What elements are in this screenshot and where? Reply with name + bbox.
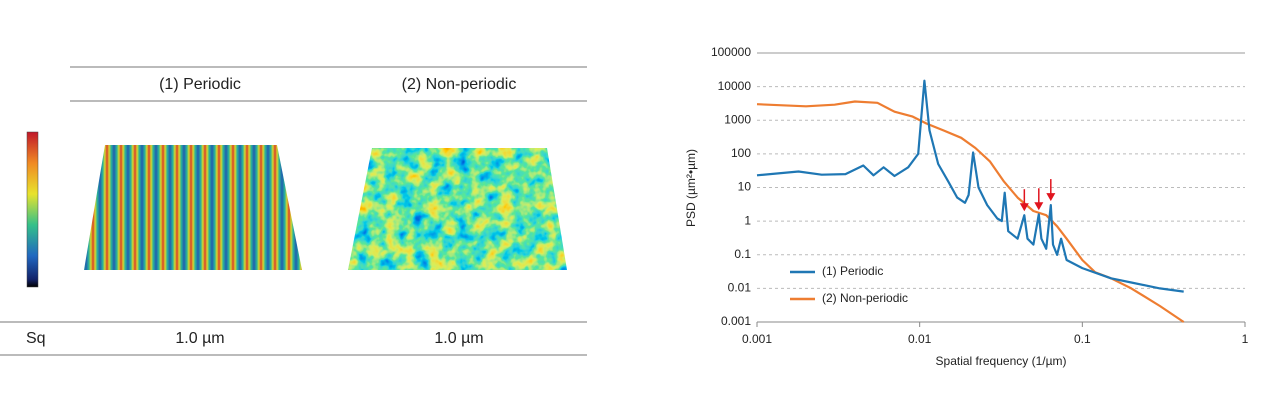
surface-non-periodic <box>348 148 567 270</box>
x-tick-label: 1 <box>1242 332 1249 346</box>
y-tick-label: 100 <box>731 146 751 160</box>
y-tick-label: 1 <box>744 213 751 227</box>
y-tick-label: 0.1 <box>734 247 751 261</box>
series-line <box>756 79 1184 293</box>
series-line <box>756 100 1185 323</box>
y-tick-label: 10 <box>738 180 752 194</box>
column-header: (1) Periodic <box>159 76 241 93</box>
column-header: (2) Non-periodic <box>402 76 517 93</box>
y-tick-label: 10000 <box>718 79 752 93</box>
y-tick-label: 1000 <box>724 112 751 126</box>
cell: 1.0 µm <box>175 330 224 347</box>
table: (1) Periodic (2) Non-periodic Sq 1.0 µm … <box>0 66 587 356</box>
x-tick-label: 0.1 <box>1074 332 1091 346</box>
row-header: Sq <box>26 330 46 347</box>
chart: Spatial frequency (1/µm) PSD (µm²•µm) 0.… <box>684 45 1248 368</box>
arrow-head <box>1034 202 1044 211</box>
x-tick-label: 0.01 <box>908 332 932 346</box>
y-tick-label: 100000 <box>711 45 751 59</box>
color-bar <box>26 131 39 288</box>
y-tick-label: 0.001 <box>721 314 751 328</box>
cell: 1.0 µm <box>434 330 483 347</box>
surface-periodic <box>84 145 302 270</box>
arrow-head <box>1019 203 1029 212</box>
y-tick-label: 0.01 <box>728 281 752 295</box>
legend-label: (1) Periodic <box>822 264 883 278</box>
legend-label: (2) Non-periodic <box>822 291 908 305</box>
x-axis-label: Spatial frequency (1/µm) <box>936 354 1067 368</box>
y-axis-label: PSD (µm²•µm) <box>684 149 698 227</box>
x-tick-label: 0.001 <box>742 332 772 346</box>
arrow-head <box>1046 193 1056 202</box>
